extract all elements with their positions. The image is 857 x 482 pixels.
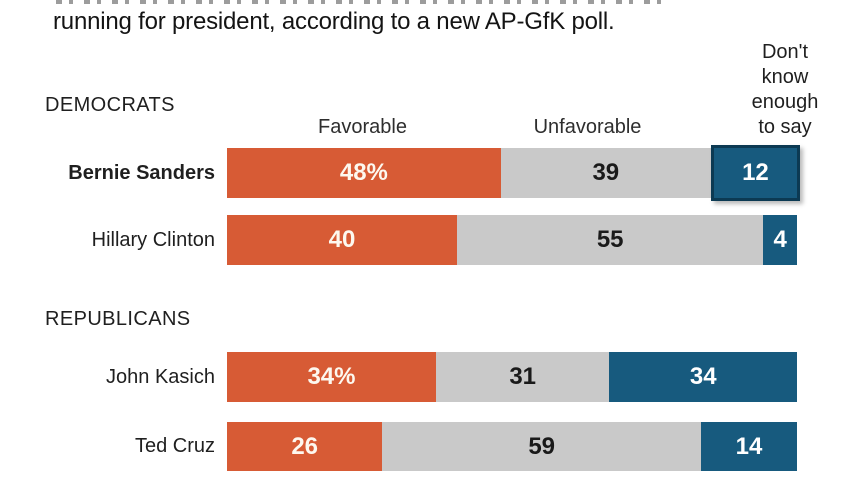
dont-know-segment: 4 — [763, 215, 797, 265]
favorable-segment: 40 — [227, 215, 458, 265]
dont-know-segment: 14 — [701, 422, 797, 471]
bar-row-john-kasich: John Kasich 34% 31 34 — [0, 352, 857, 402]
clipped-text-top — [56, 0, 666, 4]
stacked-bar: 26 59 14 — [227, 422, 797, 471]
column-header-favorable: Favorable — [318, 116, 407, 138]
favorable-segment: 34% — [227, 352, 436, 402]
candidate-label: Hillary Clinton — [91, 228, 215, 251]
unfavorable-segment: 39 — [500, 148, 711, 198]
dont-know-line-3: enough — [751, 91, 819, 113]
section-label-democrats: DEMOCRATS — [45, 94, 175, 116]
section-label-republicans: REPUBLICANS — [45, 308, 191, 330]
dont-know-segment: 34 — [609, 352, 798, 402]
bar-row-bernie-sanders: Bernie Sanders 48% 39 12 — [0, 145, 857, 201]
column-header-unfavorable: Unfavorable — [533, 116, 642, 138]
candidate-label: John Kasich — [106, 365, 215, 388]
column-header-dont-know: Don't know enough to say — [726, 40, 844, 140]
unfavorable-segment: 55 — [457, 215, 764, 265]
dont-know-line-4: to say — [758, 116, 812, 138]
stacked-bar: 34% 31 34 — [227, 352, 798, 402]
candidate-label: Ted Cruz — [134, 435, 215, 457]
stacked-bar: 40 55 4 — [227, 215, 797, 265]
chart-title: running for president, according to a ne… — [53, 8, 615, 35]
dont-know-line-1: Don't — [761, 41, 809, 63]
stacked-bar: 48% 39 12 — [227, 145, 800, 201]
unfavorable-segment: 31 — [435, 352, 610, 402]
bar-row-hillary-clinton: Hillary Clinton 40 55 4 — [0, 215, 857, 265]
favorable-segment: 26 — [227, 422, 383, 471]
unfavorable-segment: 59 — [382, 422, 702, 471]
dont-know-segment: 12 — [710, 145, 800, 201]
candidate-label: Bernie Sanders — [68, 161, 215, 184]
bar-row-ted-cruz: Ted Cruz 26 59 14 — [0, 422, 857, 471]
dont-know-line-2: know — [761, 66, 809, 88]
favorable-segment: 48% — [227, 148, 501, 198]
